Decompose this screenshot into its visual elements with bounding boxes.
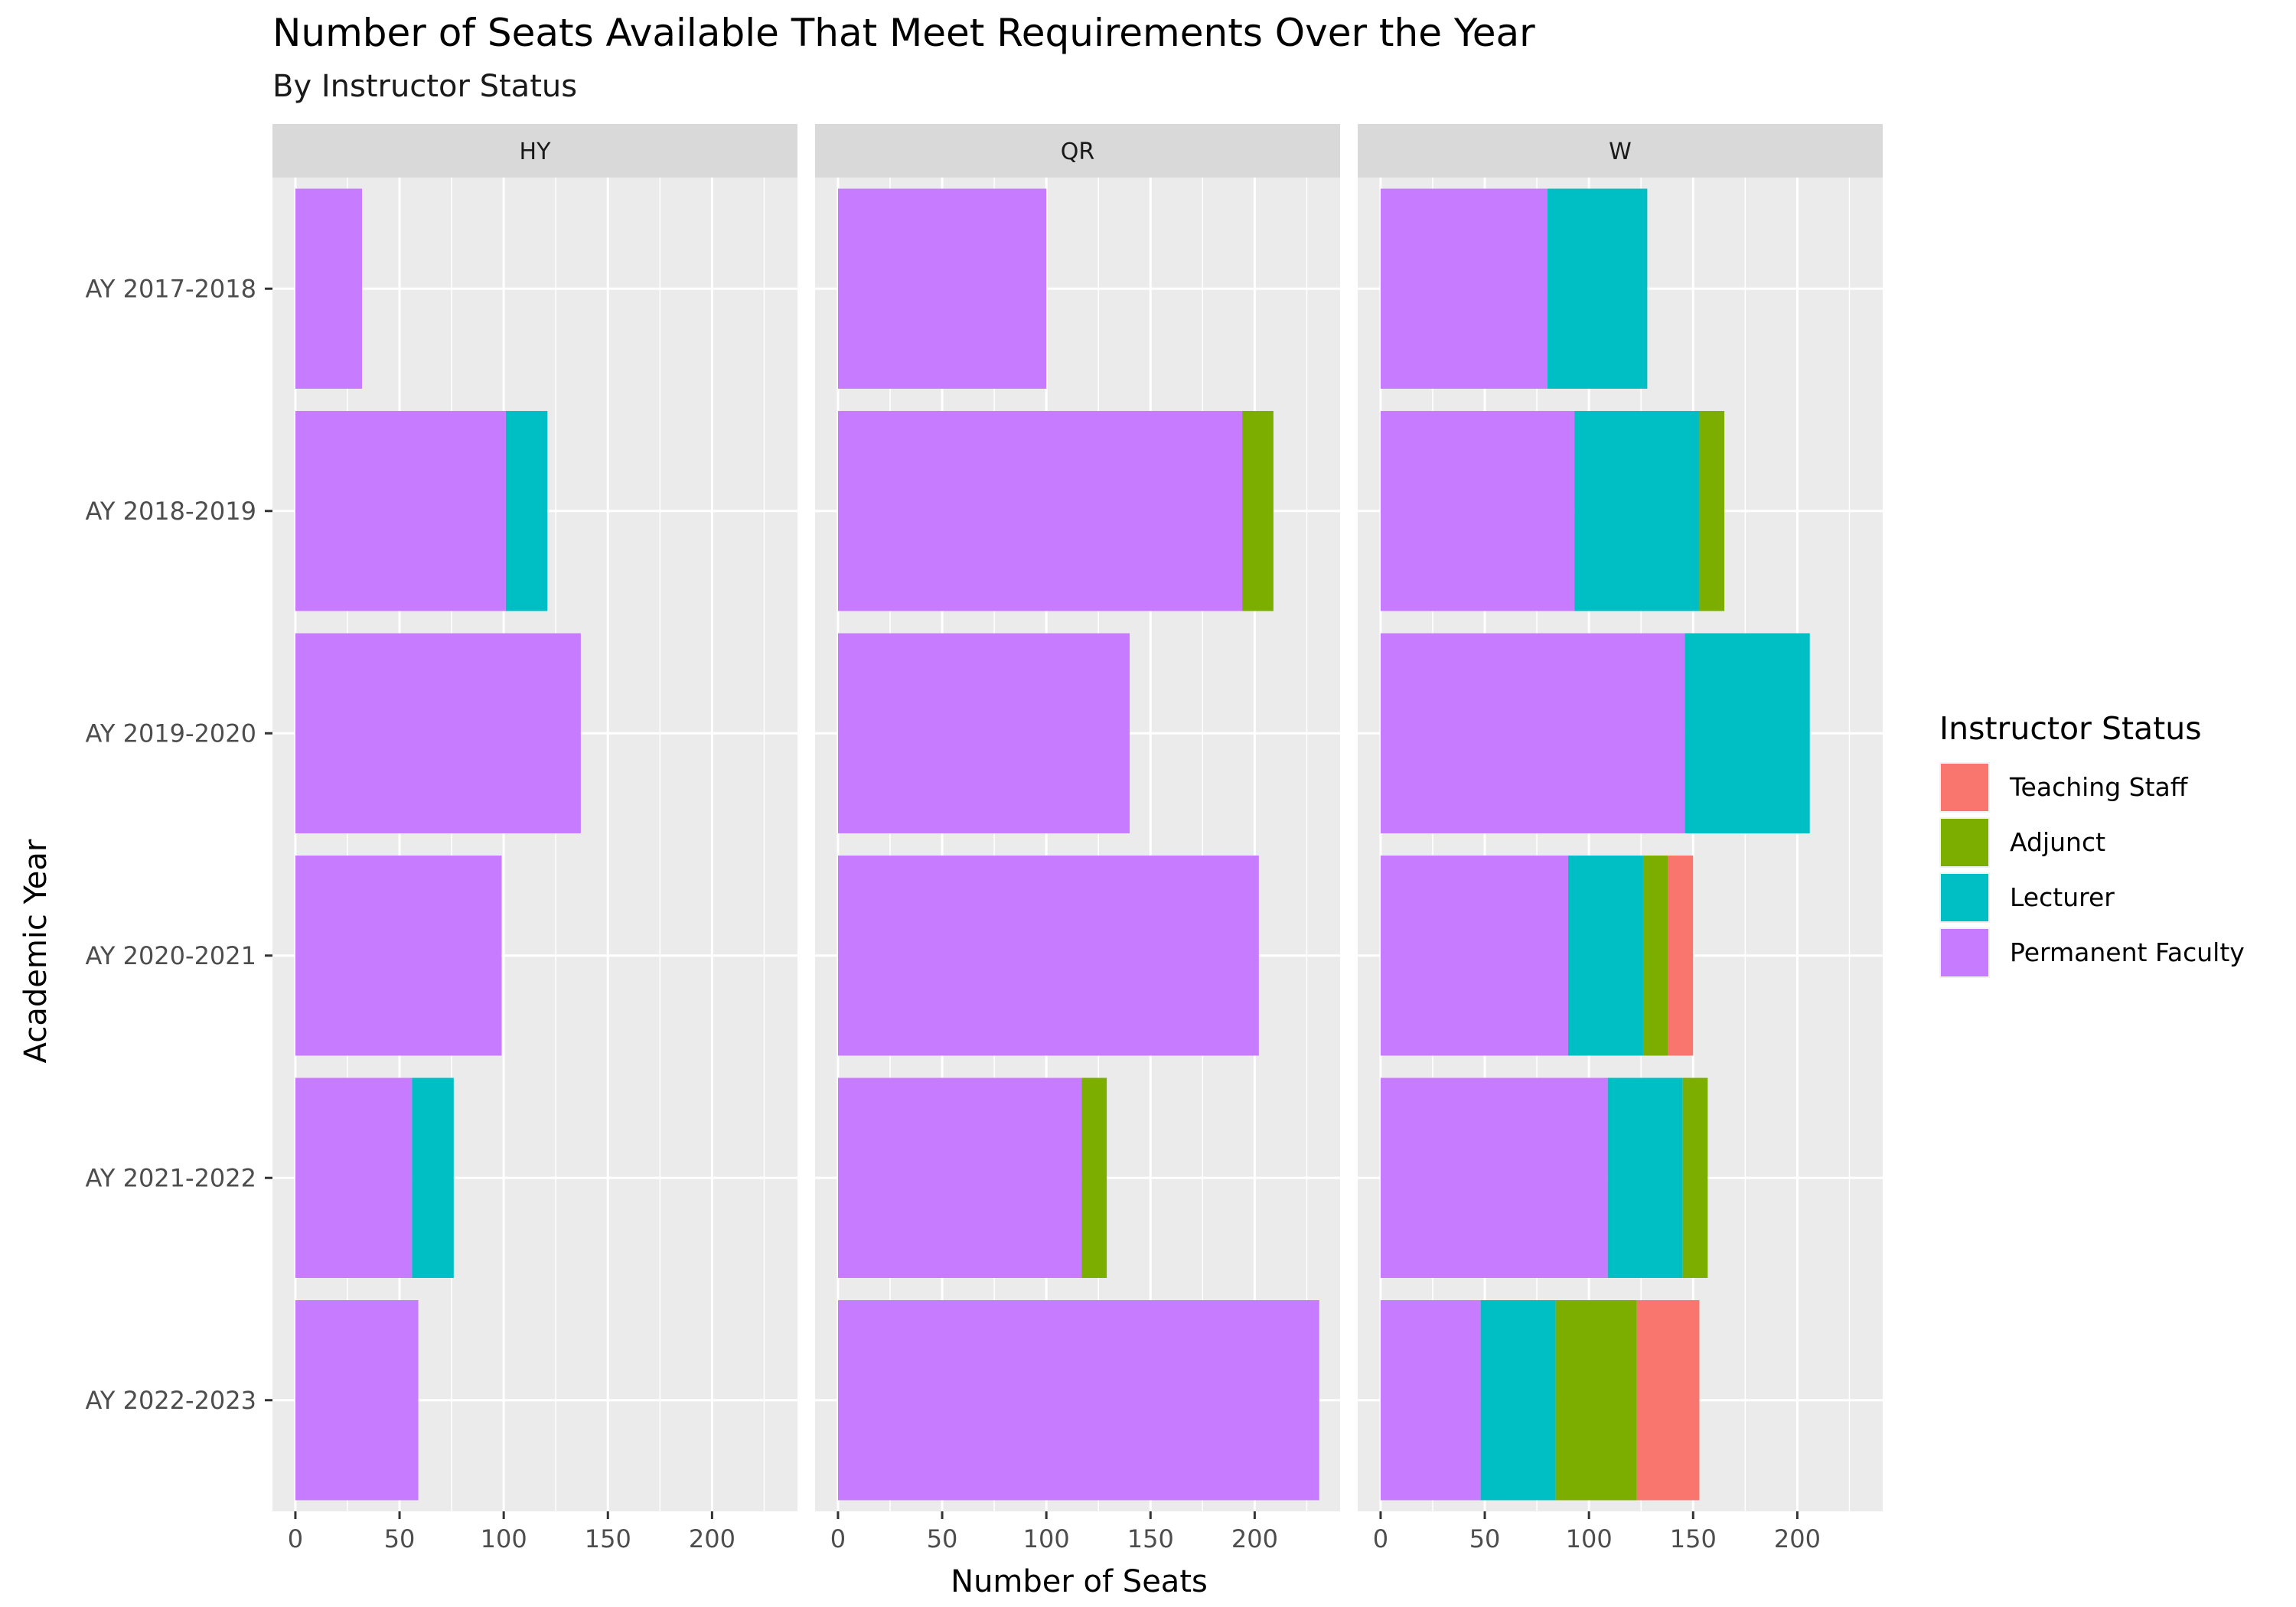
facet-panel-hy: HY 0 50 100 150 200 <box>272 124 797 1553</box>
x-tick-label: 50 <box>927 1524 958 1553</box>
bar-segment-adjunct <box>1682 1077 1708 1278</box>
y-tick-label: AY 2020-2021 <box>85 941 256 970</box>
legend-swatch <box>1941 819 1988 866</box>
bar-segment-teaching-staff <box>1668 856 1694 1056</box>
facet-panel-w: W 0 50 100 150 200 <box>1358 124 1883 1553</box>
x-tick-label: 100 <box>1566 1524 1613 1553</box>
bar-segment-permanent-faculty <box>295 633 581 833</box>
y-tick-label: AY 2022-2023 <box>85 1386 256 1415</box>
facet-strip-label: HY <box>520 139 552 165</box>
x-tick-label: 150 <box>585 1524 631 1553</box>
x-tick-label: 50 <box>1469 1524 1501 1553</box>
y-axis-label: Academic Year <box>18 839 54 1063</box>
bar-segment-permanent-faculty <box>837 633 1130 833</box>
bar-segment-permanent-faculty <box>837 1077 1082 1278</box>
x-tick-label: 0 <box>288 1524 303 1553</box>
legend-swatch <box>1941 874 1988 921</box>
facet-panel-qr: QR 0 50 100 150 200 <box>815 124 1340 1553</box>
x-tick-label: 50 <box>384 1524 416 1553</box>
bar-segment-adjunct <box>1081 1077 1107 1278</box>
bar-segment-lecturer <box>1607 1077 1683 1278</box>
bar-segment-permanent-faculty <box>1380 188 1548 389</box>
bar-segment-adjunct <box>1555 1300 1637 1501</box>
x-tick-label: 200 <box>689 1524 735 1553</box>
x-tick-label: 100 <box>1023 1524 1070 1553</box>
bar-segment-lecturer <box>1480 1300 1556 1501</box>
y-tick-label: AY 2018-2019 <box>85 497 256 526</box>
bar-segment-permanent-faculty <box>295 188 363 389</box>
bar-segment-permanent-faculty <box>295 856 502 1056</box>
legend-title: Instructor Status <box>1939 710 2202 747</box>
bar-segment-permanent-faculty <box>1380 633 1685 833</box>
bar-segment-permanent-faculty <box>295 1077 413 1278</box>
panel-background <box>1358 178 1883 1511</box>
bar-segment-teaching-staff <box>1636 1300 1700 1501</box>
legend-item-label: Permanent Faculty <box>2010 937 2245 967</box>
y-axis: AY 2017-2018 AY 2018-2019 AY 2019-2020 AY 2… <box>85 274 272 1415</box>
chart-title: Number of Seats Available That Meet Requ… <box>272 11 1535 55</box>
bar-segment-permanent-faculty <box>1380 1300 1481 1501</box>
bar-segment-permanent-faculty <box>837 856 1259 1056</box>
legend: Instructor Status Teaching Staff Adjunct L… <box>1939 710 2245 978</box>
x-tick-label: 0 <box>830 1524 846 1553</box>
y-tick-label: AY 2021-2022 <box>85 1163 256 1192</box>
facet-strip <box>272 124 797 178</box>
bar-segment-lecturer <box>505 411 548 611</box>
x-tick-label: 200 <box>1774 1524 1821 1553</box>
bar-segment-permanent-faculty <box>1380 411 1575 611</box>
legend-swatch <box>1941 929 1988 976</box>
panel-background <box>815 178 1340 1511</box>
bar-segment-adjunct <box>1699 411 1725 611</box>
x-tick-label: 0 <box>1373 1524 1388 1553</box>
legend-item-label: Lecturer <box>2010 882 2115 912</box>
y-tick-label: AY 2019-2020 <box>85 719 256 748</box>
chart-subtitle: By Instructor Status <box>272 69 577 104</box>
bar-segment-lecturer <box>1567 856 1643 1056</box>
bar-segment-lecturer <box>1574 411 1700 611</box>
facet-strip-label: W <box>1609 139 1632 165</box>
bar-segment-lecturer <box>1684 633 1810 833</box>
bar-segment-permanent-faculty <box>837 411 1243 611</box>
bar-segment-lecturer <box>1547 188 1648 389</box>
bar-segment-permanent-faculty <box>1380 856 1568 1056</box>
x-tick-label: 100 <box>481 1524 527 1553</box>
bar-segment-permanent-faculty <box>837 188 1047 389</box>
legend-item-label: Adjunct <box>2010 827 2105 857</box>
bar-segment-adjunct <box>1642 856 1668 1056</box>
x-tick-label: 200 <box>1231 1524 1278 1553</box>
bar-segment-permanent-faculty <box>295 411 506 611</box>
bar-segment-permanent-faculty <box>837 1300 1319 1501</box>
bar-segment-lecturer <box>412 1077 454 1278</box>
facet-strip <box>815 124 1340 178</box>
bar-segment-permanent-faculty <box>295 1300 419 1501</box>
legend-item-label: Teaching Staff <box>2009 772 2189 802</box>
x-tick-label: 150 <box>1127 1524 1174 1553</box>
x-axis-label: Number of Seats <box>951 1564 1208 1599</box>
facet-strip <box>1358 124 1883 178</box>
x-tick-label: 150 <box>1670 1524 1717 1553</box>
legend-swatch <box>1941 764 1988 811</box>
facet-panels: HY 0 50 100 150 200 QR 0 50 100 150 200 W 0 50 100 150 20… <box>272 124 1883 1553</box>
bar-segment-adjunct <box>1242 411 1274 611</box>
y-tick-label: AY 2017-2018 <box>85 274 256 303</box>
facet-strip-label: QR <box>1061 139 1094 165</box>
panel-background <box>272 178 797 1511</box>
bar-segment-permanent-faculty <box>1380 1077 1608 1278</box>
